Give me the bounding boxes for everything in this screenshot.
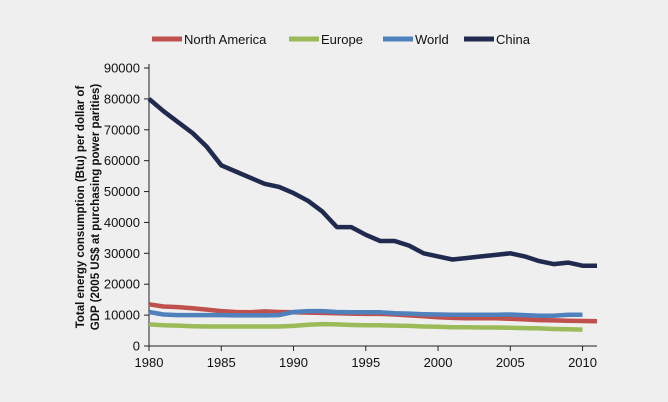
y-tick-label: 40000 (104, 215, 140, 230)
y-tick-label: 30000 (104, 246, 140, 261)
y-tick-label: 50000 (104, 184, 140, 199)
y-tick-label: 90000 (104, 61, 140, 76)
legend-label-china: China (496, 32, 531, 47)
y-axis-title-line: Total energy consumption (Btu) per dolla… (75, 86, 87, 329)
legend-label-north-america: North America (184, 32, 267, 47)
x-tick-label: 1980 (135, 355, 164, 370)
y-tick-label: 0 (133, 339, 140, 354)
series-line-china (147, 97, 597, 268)
series-line-world (148, 308, 583, 318)
plot-area (147, 97, 598, 332)
y-axis-title: Total energy consumption (Btu) per dolla… (75, 84, 102, 331)
legend-label-world: World (415, 32, 449, 47)
legend-label-europe: Europe (321, 32, 363, 47)
legend: North America Europe World China (152, 32, 531, 47)
y-tick-label: 10000 (104, 308, 140, 323)
x-tick-label: 1995 (351, 355, 380, 370)
y-axis-title-line: GDP (2005 US$ at purchasing power pariti… (90, 84, 102, 331)
x-tick-label: 1990 (279, 355, 308, 370)
x-tick-label: 2005 (496, 355, 525, 370)
x-tick-label: 2010 (568, 355, 597, 370)
series-line-europe (148, 321, 583, 332)
y-tick-label: 70000 (104, 122, 140, 137)
y-tick-label: 20000 (104, 277, 140, 292)
y-tick-label: 80000 (104, 91, 140, 106)
y-tick-label: 60000 (104, 153, 140, 168)
axes: 0 10000 20000 30000 40000 50000 60000 70000 8000… (104, 61, 597, 371)
x-tick-label: 1985 (207, 355, 236, 370)
x-tick-label: 2000 (424, 355, 453, 370)
